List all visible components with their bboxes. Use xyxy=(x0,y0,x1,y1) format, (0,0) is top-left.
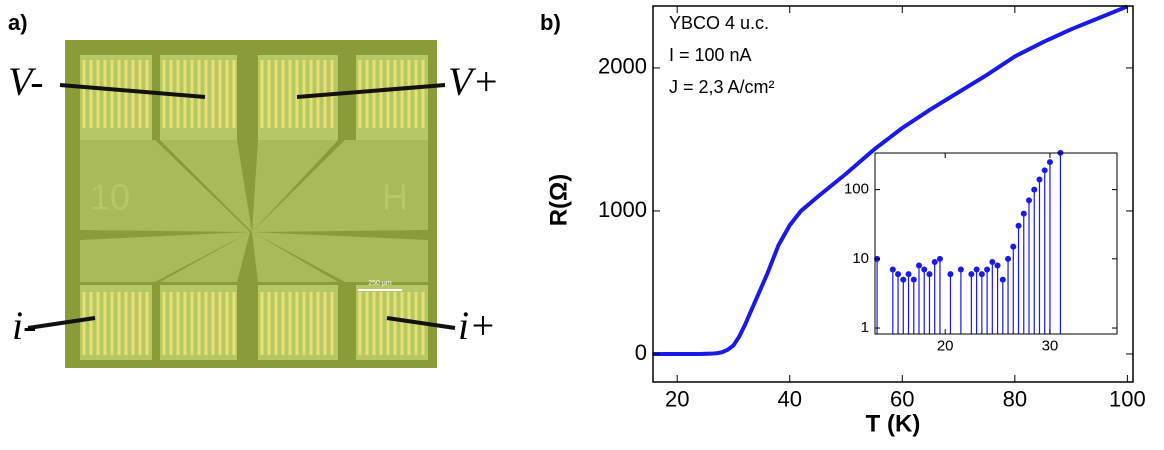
panel-label: a) xyxy=(8,10,28,35)
point xyxy=(999,276,1006,283)
panel-label: b) xyxy=(540,10,561,35)
annotation: J = 2,3 A/cm² xyxy=(669,77,775,97)
point xyxy=(910,276,917,283)
probe-label: i+ xyxy=(458,303,496,348)
x-tick-label: 80 xyxy=(1003,387,1027,412)
probe-label: i- xyxy=(12,303,36,348)
point xyxy=(1036,176,1043,183)
point xyxy=(1046,159,1053,166)
y-tick-label: 1 xyxy=(861,319,869,336)
point xyxy=(978,271,985,278)
x-tick-label: 100 xyxy=(1109,387,1146,412)
point xyxy=(889,266,896,273)
point xyxy=(1031,186,1038,193)
point xyxy=(1020,210,1027,217)
y-tick-label: 100 xyxy=(844,181,869,198)
point xyxy=(916,262,922,269)
micrograph: 10 H 250 µm V- V+ i- i+ xyxy=(8,40,499,368)
x-tick-label: 20 xyxy=(665,387,689,412)
y-tick-label: 0 xyxy=(635,340,647,365)
point xyxy=(936,255,943,262)
point xyxy=(984,266,991,273)
chip-number: 10 xyxy=(90,177,130,218)
point xyxy=(1010,243,1017,250)
x-tick-label: 20 xyxy=(937,338,954,355)
point xyxy=(989,258,996,265)
point xyxy=(968,271,975,278)
scale-bar-label: 250 µm xyxy=(368,280,392,287)
data-line xyxy=(653,4,1129,356)
y-tick-label: 2000 xyxy=(598,54,647,79)
point xyxy=(1041,167,1048,174)
point xyxy=(1015,222,1022,229)
point xyxy=(973,266,980,273)
plot-frame xyxy=(652,5,1134,383)
x-tick-label: 30 xyxy=(1042,338,1059,355)
point xyxy=(1005,255,1012,262)
y-tick-label: 1000 xyxy=(598,197,647,222)
x-axis-label: T (K) xyxy=(866,410,921,437)
point xyxy=(957,266,964,273)
annotation: I = 100 nA xyxy=(669,45,752,65)
plot-frame xyxy=(874,152,1118,335)
leads xyxy=(27,83,456,330)
x-tick-label: 40 xyxy=(777,387,801,412)
point xyxy=(895,271,902,278)
point xyxy=(1026,197,1032,204)
y-axis-label: R(Ω) xyxy=(545,174,572,227)
probe-label: V- xyxy=(8,59,44,104)
traces xyxy=(80,140,428,282)
point xyxy=(900,276,907,283)
point xyxy=(905,271,912,278)
point xyxy=(947,271,954,278)
inset-background xyxy=(875,153,1117,334)
point xyxy=(994,262,1001,269)
chip-letter: H xyxy=(382,177,408,218)
y-tick-label: 10 xyxy=(852,250,869,267)
probe-label: V+ xyxy=(448,59,499,104)
annotation: YBCO 4 u.c. xyxy=(669,13,769,33)
x-tick-label: 60 xyxy=(890,387,914,412)
point xyxy=(931,258,938,265)
point xyxy=(926,271,933,278)
point xyxy=(921,266,928,273)
